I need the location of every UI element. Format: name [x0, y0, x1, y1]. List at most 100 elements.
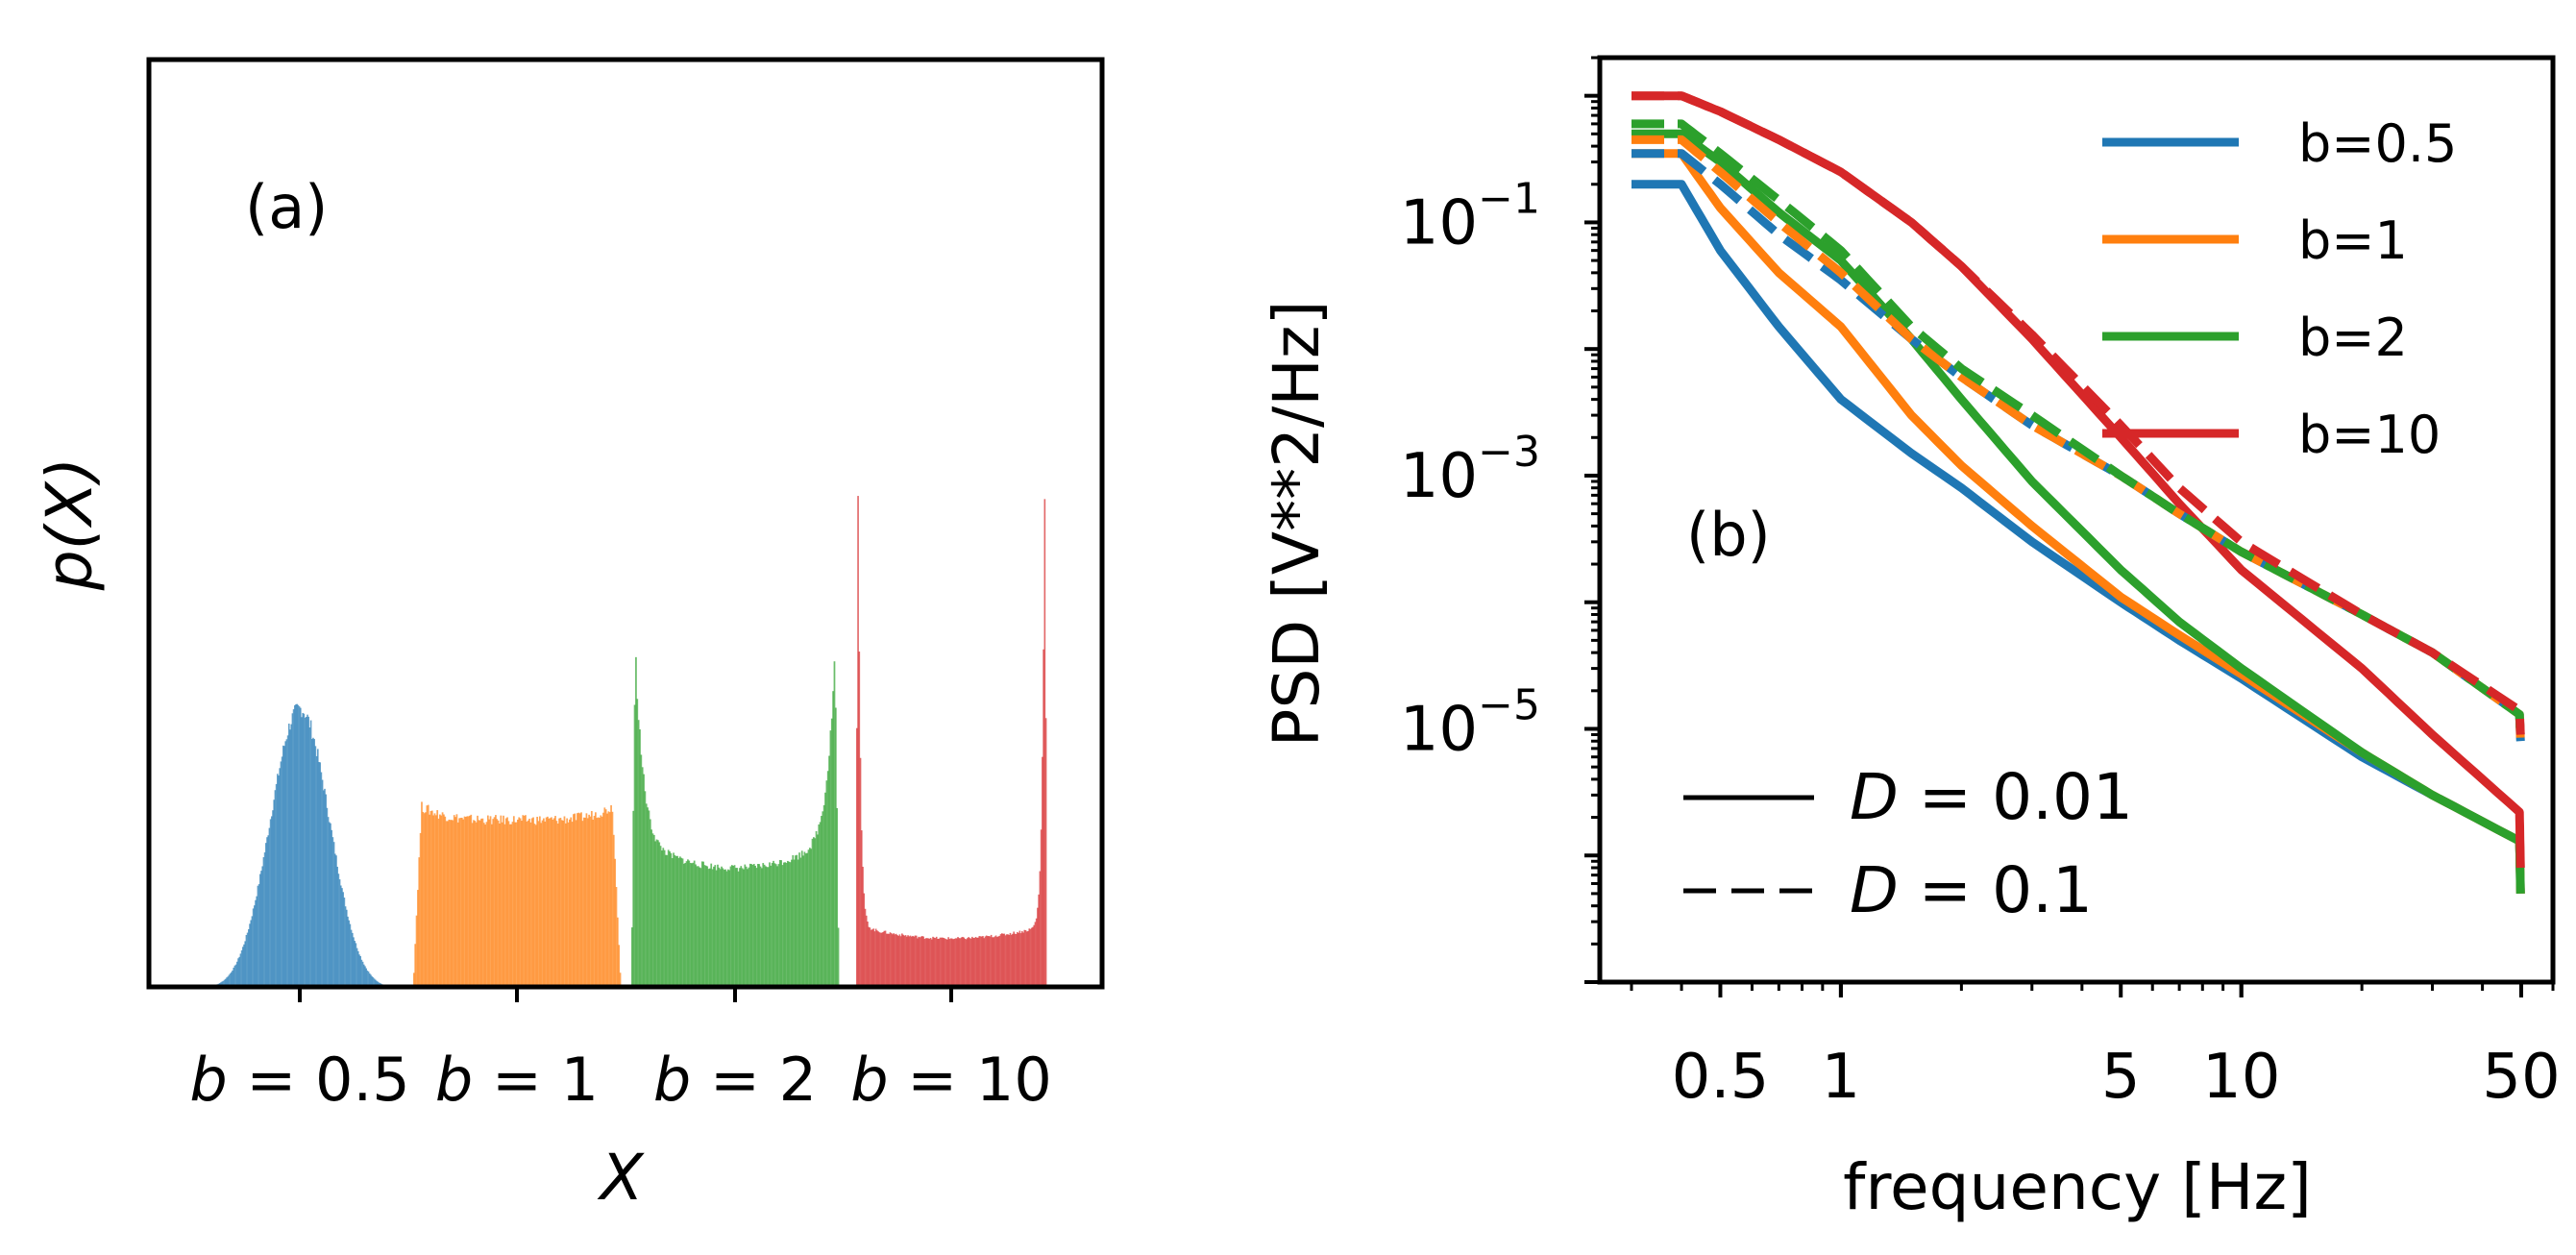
- panel-a-x-ticks: b = 0.5 b = 1 b = 2 b = 10: [189, 987, 1052, 1115]
- histogram-bar: [1029, 928, 1032, 987]
- histogram-bar: [763, 864, 766, 987]
- histogram-bar: [1025, 931, 1028, 987]
- histogram-bar: [657, 840, 659, 987]
- histogram-bar: [717, 864, 719, 987]
- histogram-bar: [237, 958, 239, 987]
- histogram-bar: [419, 832, 422, 987]
- linestyle-label: D = 0.01: [1850, 760, 2133, 834]
- histogram-bar: [879, 932, 882, 987]
- histogram-bar: [984, 936, 987, 987]
- histogram-bar: [803, 851, 806, 987]
- histogram-bar: [467, 816, 470, 987]
- histogram-bar: [864, 908, 867, 987]
- psd-lines: [1631, 91, 2525, 895]
- x-tick-label: 5: [2101, 1042, 2141, 1113]
- histogram-bar: [897, 935, 899, 987]
- histogram-bar: [619, 972, 622, 987]
- histogram-bar: [257, 885, 259, 987]
- histogram-bar: [863, 893, 866, 987]
- histogram-bar: [997, 936, 999, 987]
- histogram-bar: [454, 817, 456, 987]
- histogram-bar: [1039, 871, 1042, 987]
- histogram-bar: [680, 857, 683, 987]
- histogram-bar: [324, 788, 326, 987]
- histogram-bar: [440, 815, 443, 987]
- histogram-bar: [554, 816, 556, 987]
- histogram-bar: [228, 974, 231, 987]
- panel-b-frame: [1597, 55, 2556, 985]
- histogram-bar: [369, 973, 371, 987]
- histogram-bar: [733, 865, 736, 987]
- histogram-bar: [581, 821, 584, 987]
- histogram-bar: [585, 813, 588, 987]
- histogram-bar: [962, 936, 964, 987]
- histogram-bar: [1043, 649, 1044, 987]
- histogram-bar: [977, 937, 979, 987]
- histogram-bar: [342, 892, 344, 987]
- histogram-bar: [636, 699, 639, 987]
- histogram-bar: [756, 864, 759, 987]
- panel-b-x-ticks: 0.5 1 5 10 50: [1630, 982, 2561, 1113]
- histogram-bar: [868, 926, 871, 987]
- histogram-bar: [231, 972, 233, 987]
- histogram-bar: [282, 745, 284, 987]
- histogram-bar: [545, 817, 548, 987]
- histogram-bar: [444, 816, 447, 987]
- histogram-bar: [825, 780, 828, 987]
- histogram-bar: [433, 813, 436, 987]
- histogram-bar: [227, 976, 229, 987]
- histogram-bar: [611, 811, 614, 987]
- histogram-bar: [239, 953, 242, 987]
- histogram-bar: [445, 821, 448, 987]
- histogram-bar: [719, 869, 722, 987]
- histogram-bar: [982, 936, 984, 987]
- histogram-bar: [325, 794, 327, 987]
- histogram-bar: [595, 812, 597, 987]
- histogram-bar: [964, 938, 967, 987]
- histogram-bar: [459, 818, 462, 987]
- histogram-bar: [723, 870, 725, 987]
- histogram-bar: [252, 908, 255, 987]
- histogram-bar: [674, 854, 676, 987]
- legend-label: b=1: [2298, 210, 2408, 271]
- histogram-bar: [278, 775, 280, 987]
- histogram-bar: [315, 755, 318, 987]
- histogram-bar: [799, 857, 802, 987]
- histogram-bar: [497, 820, 500, 987]
- histogram-bar: [706, 866, 709, 987]
- histogram-bar: [571, 822, 574, 987]
- histogram-bar: [702, 861, 704, 987]
- histogram-bar: [482, 823, 485, 987]
- histogram-bar: [359, 956, 361, 987]
- histogram-bar: [560, 820, 563, 987]
- histogram-bar: [735, 868, 737, 987]
- histogram-bar: [696, 866, 699, 987]
- histogram-bar: [534, 824, 537, 987]
- linestyle-legend: D = 0.01 D = 0.1: [1683, 760, 2133, 927]
- histogram-bar: [751, 864, 754, 987]
- histogram-bar: [904, 935, 907, 987]
- legend-label: b=2: [2298, 308, 2408, 368]
- histogram-bar: [773, 860, 774, 987]
- histogram-bar: [590, 810, 593, 987]
- histogram-bar: [364, 966, 366, 987]
- histogram-bar: [901, 933, 903, 987]
- histogram-bar: [837, 927, 840, 987]
- histogram-bar: [350, 929, 353, 987]
- histogram-bar: [288, 724, 290, 987]
- histogram-bar: [615, 887, 618, 987]
- histogram-bar: [551, 817, 552, 987]
- histogram-bar: [972, 938, 974, 987]
- histogram-bar: [559, 817, 562, 987]
- histogram-bar: [947, 937, 949, 987]
- x-tick-label: b = 1: [435, 1045, 599, 1115]
- histogram-bar: [665, 854, 667, 987]
- histogram-bar: [577, 813, 578, 987]
- histogram-bar: [882, 932, 884, 987]
- histogram-bar: [1027, 930, 1029, 987]
- histogram-bar: [1019, 933, 1022, 987]
- x-tick-label: b = 10: [850, 1045, 1052, 1115]
- histogram-bar: [453, 815, 455, 987]
- histogram-bar: [343, 898, 346, 987]
